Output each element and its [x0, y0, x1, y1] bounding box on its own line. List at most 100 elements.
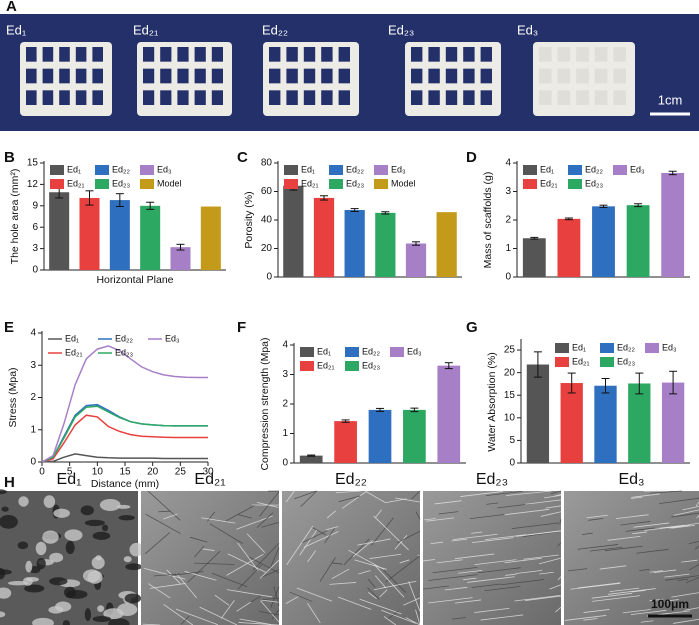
legend-label: Ed₂₂ — [115, 333, 134, 343]
legend-swatch — [50, 179, 64, 189]
sem-texture — [608, 588, 656, 595]
sem-texture — [506, 490, 552, 496]
sem-texture — [375, 509, 382, 519]
legend-label: Ed₂₁ — [317, 360, 335, 370]
sem-texture — [0, 514, 18, 529]
sem-texture — [671, 512, 699, 518]
panel-letter: E — [4, 319, 14, 336]
scaffold-hole — [463, 90, 475, 105]
sem-texture — [92, 615, 112, 623]
sem-texture — [202, 548, 215, 551]
sem-texture — [259, 491, 280, 517]
sem-texture — [408, 581, 421, 612]
bar — [557, 218, 581, 277]
sem-texture — [622, 609, 651, 614]
sem-texture — [62, 620, 70, 625]
sem-texture — [625, 527, 655, 532]
error-bar — [669, 370, 678, 395]
sem-texture — [681, 559, 698, 563]
sem-texture — [220, 600, 235, 619]
sem-texture — [668, 522, 699, 529]
sem-texture — [36, 557, 46, 570]
error-bar — [381, 211, 390, 215]
sem-texture — [659, 497, 699, 505]
legend-swatch — [600, 357, 614, 367]
x-tick-label: 15 — [119, 467, 131, 478]
sem-texture — [403, 597, 421, 606]
sem-texture — [636, 548, 669, 554]
sem-image — [141, 491, 279, 625]
sem-texture — [589, 546, 623, 552]
panel-letter: F — [237, 319, 246, 336]
legend-label: Ed₂₁ — [67, 178, 85, 188]
scaffold-hole — [211, 47, 223, 62]
sem-texture — [474, 559, 517, 566]
scaffold-hole — [59, 47, 70, 62]
sem-texture — [270, 586, 280, 608]
y-tick-label: 4 — [282, 340, 288, 351]
sem-texture — [194, 562, 235, 565]
sem-texture — [124, 593, 142, 604]
sem-texture — [604, 545, 643, 552]
legend-swatch — [523, 165, 537, 175]
sem-texture — [331, 562, 343, 565]
error-bar — [412, 241, 420, 246]
y-tick-label: 0 — [505, 272, 511, 283]
sem-texture — [149, 583, 186, 589]
legend-label: Ed₂₁ — [540, 178, 558, 188]
sem-texture — [422, 585, 449, 590]
sem-texture — [373, 564, 405, 598]
legend-label: Ed₂₂ — [585, 164, 604, 174]
bar — [628, 383, 651, 463]
sem-texture — [0, 611, 6, 618]
legend-swatch — [329, 165, 343, 175]
bar — [170, 247, 191, 270]
sem-texture — [454, 553, 495, 560]
sem-texture — [570, 582, 621, 590]
sem-label: Ed₂₁ — [194, 471, 225, 488]
sem-texture — [64, 529, 83, 541]
error-bar — [410, 407, 419, 413]
legend-swatch — [555, 357, 569, 367]
panel-letter: G — [466, 319, 478, 336]
error-bar — [533, 351, 542, 378]
sem-texture — [582, 532, 593, 535]
scaffold-hole — [177, 90, 189, 105]
y-axis-label: Stress (Mpa) — [7, 367, 19, 427]
sem-texture — [436, 559, 463, 564]
bar — [109, 200, 130, 270]
sem-texture — [211, 572, 248, 588]
bar — [526, 364, 550, 463]
sem-texture — [354, 559, 388, 570]
y-axis-label: Water Absorption (%) — [486, 352, 498, 451]
sem-texture — [583, 618, 598, 621]
sem-texture — [53, 508, 70, 518]
sem-texture — [199, 606, 238, 625]
scaffold-hole — [557, 90, 571, 105]
sem-texture — [80, 505, 94, 516]
error-bar — [635, 372, 644, 395]
sem-texture — [359, 598, 402, 615]
y-tick-label: 12 — [27, 179, 39, 190]
sem-texture — [294, 490, 317, 500]
error-bar — [350, 208, 359, 212]
sem-texture — [545, 505, 562, 509]
x-tick-label: 10 — [92, 467, 104, 478]
bar — [436, 212, 457, 277]
y-tick-label: 80 — [261, 158, 273, 169]
sem-texture — [123, 556, 132, 563]
sem-texture — [97, 605, 105, 612]
sem-texture — [261, 521, 280, 528]
scaffold-hole — [177, 47, 189, 62]
sem-texture — [373, 580, 417, 591]
error-bar — [176, 243, 185, 251]
sem-texture — [22, 577, 33, 586]
legend-label: Ed₁ — [572, 342, 586, 352]
sem-texture — [250, 595, 262, 603]
sem-texture — [367, 591, 377, 599]
scaffold-hole — [539, 68, 552, 84]
scaffold-hole — [286, 47, 298, 62]
scaffold-hole — [160, 68, 172, 84]
bar — [437, 365, 461, 463]
sem-texture — [153, 573, 180, 577]
